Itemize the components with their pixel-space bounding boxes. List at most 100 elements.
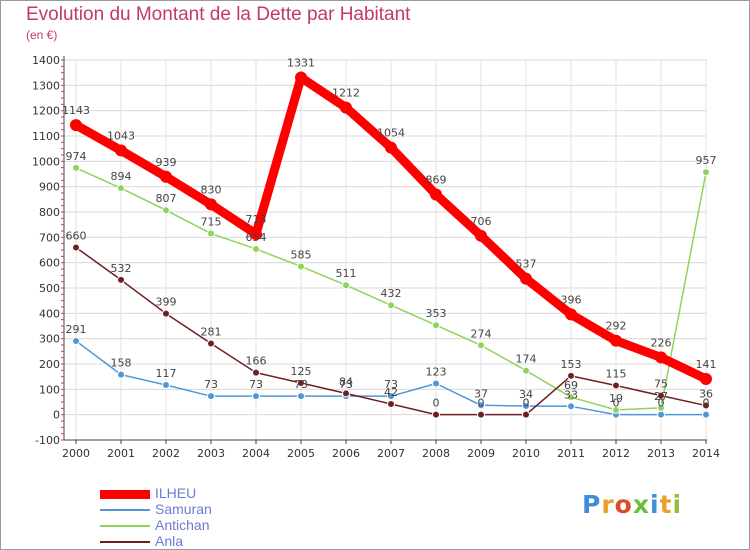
- data-label: 706: [471, 215, 492, 228]
- data-point: [162, 381, 170, 390]
- data-point: [297, 379, 305, 387]
- data-label: 158: [111, 357, 132, 370]
- chart-title: Evolution du Montant de la Dette par Hab…: [26, 4, 411, 25]
- data-label: 166: [246, 355, 267, 368]
- data-label: 537: [516, 258, 537, 271]
- data-point: [567, 393, 575, 402]
- data-point: [342, 281, 350, 290]
- data-point: [162, 309, 170, 318]
- legend-swatch: [100, 525, 150, 527]
- data-label: 396: [561, 293, 582, 306]
- legend-item: Anla: [100, 533, 300, 550]
- y-tick-label: 700: [39, 231, 60, 244]
- data-label: 174: [516, 353, 537, 366]
- data-label: 957: [696, 154, 717, 167]
- data-label: 34: [519, 388, 533, 401]
- legend-label: ILHEU: [155, 485, 197, 501]
- data-label: 830: [201, 183, 222, 196]
- x-tick-label: 2003: [197, 447, 225, 460]
- data-label: 73: [339, 378, 353, 391]
- y-tick-label: 900: [39, 181, 60, 194]
- data-label: 511: [336, 267, 357, 280]
- data-point: [72, 243, 80, 252]
- data-label: 19: [609, 392, 623, 405]
- data-label: 869: [426, 174, 447, 187]
- legend-label: Antichan: [155, 517, 210, 533]
- y-tick-label: 300: [39, 333, 60, 346]
- data-label: 73: [294, 378, 308, 391]
- data-label: 1331: [287, 56, 315, 69]
- data-point: [522, 402, 530, 411]
- data-point: [567, 371, 575, 380]
- y-tick-label: 1100: [32, 130, 60, 143]
- legend-label: Anla: [155, 533, 184, 549]
- data-point: [700, 372, 712, 385]
- x-tick-label: 2012: [602, 447, 630, 460]
- data-label: 123: [426, 366, 447, 379]
- x-tick-label: 2011: [557, 447, 585, 460]
- data-label: 0: [523, 397, 530, 410]
- y-tick-label: 200: [39, 358, 60, 371]
- y-tick-label: 1400: [32, 54, 60, 67]
- data-point: [297, 392, 305, 401]
- data-label: 69: [564, 379, 578, 392]
- data-point: [160, 170, 172, 183]
- data-point: [520, 272, 532, 285]
- data-label: 353: [426, 307, 447, 320]
- data-point: [70, 119, 82, 132]
- x-tick-label: 2008: [422, 447, 450, 460]
- data-label: 894: [111, 170, 132, 183]
- data-point: [117, 184, 125, 193]
- x-tick-label: 2009: [467, 447, 495, 460]
- data-point: [72, 336, 80, 345]
- data-label: 715: [201, 216, 222, 229]
- data-label: 660: [66, 229, 87, 242]
- logo-letter: o: [614, 490, 633, 519]
- data-label: 291: [66, 323, 87, 336]
- data-point: [432, 410, 440, 419]
- data-label: 42: [384, 386, 398, 399]
- y-tick-label: 1200: [32, 105, 60, 118]
- y-tick-label: 500: [39, 282, 60, 295]
- data-label: 36: [699, 388, 713, 401]
- data-label: 274: [471, 327, 492, 340]
- data-label: 0: [478, 397, 485, 410]
- data-point: [432, 379, 440, 388]
- y-tick-label: 100: [39, 383, 60, 396]
- data-label: 141: [696, 358, 717, 371]
- data-point: [612, 381, 620, 390]
- data-point: [387, 400, 395, 409]
- data-label: 0: [658, 397, 665, 410]
- data-point: [522, 366, 530, 375]
- proxiti-logo: Proxiti: [582, 490, 682, 519]
- data-label: 33: [564, 388, 578, 401]
- data-point: [565, 308, 577, 321]
- legend-swatch: [100, 509, 150, 511]
- legend-item: Antichan: [100, 517, 300, 534]
- y-tick-label: 0: [53, 409, 60, 422]
- data-point: [340, 101, 352, 114]
- data-label: 0: [433, 397, 440, 410]
- data-label: 115: [606, 368, 627, 381]
- data-label: 226: [651, 336, 672, 349]
- data-point: [477, 410, 485, 419]
- data-point: [117, 275, 125, 284]
- data-point: [477, 341, 485, 350]
- data-point: [432, 321, 440, 330]
- logo-letter: i: [672, 490, 683, 519]
- x-tick-label: 2014: [692, 447, 720, 460]
- data-point: [702, 168, 710, 177]
- legend-swatch: [100, 541, 150, 543]
- data-label: 974: [66, 150, 87, 163]
- x-tick-label: 2002: [152, 447, 180, 460]
- data-label: 585: [291, 248, 312, 261]
- data-point: [205, 198, 217, 211]
- x-tick-label: 2010: [512, 447, 540, 460]
- data-label: 125: [291, 365, 312, 378]
- data-label: 73: [249, 378, 263, 391]
- data-point: [657, 391, 665, 400]
- logo-letter: t: [659, 490, 673, 519]
- data-label: 399: [156, 296, 177, 309]
- data-point: [250, 228, 262, 241]
- data-label: 807: [156, 192, 177, 205]
